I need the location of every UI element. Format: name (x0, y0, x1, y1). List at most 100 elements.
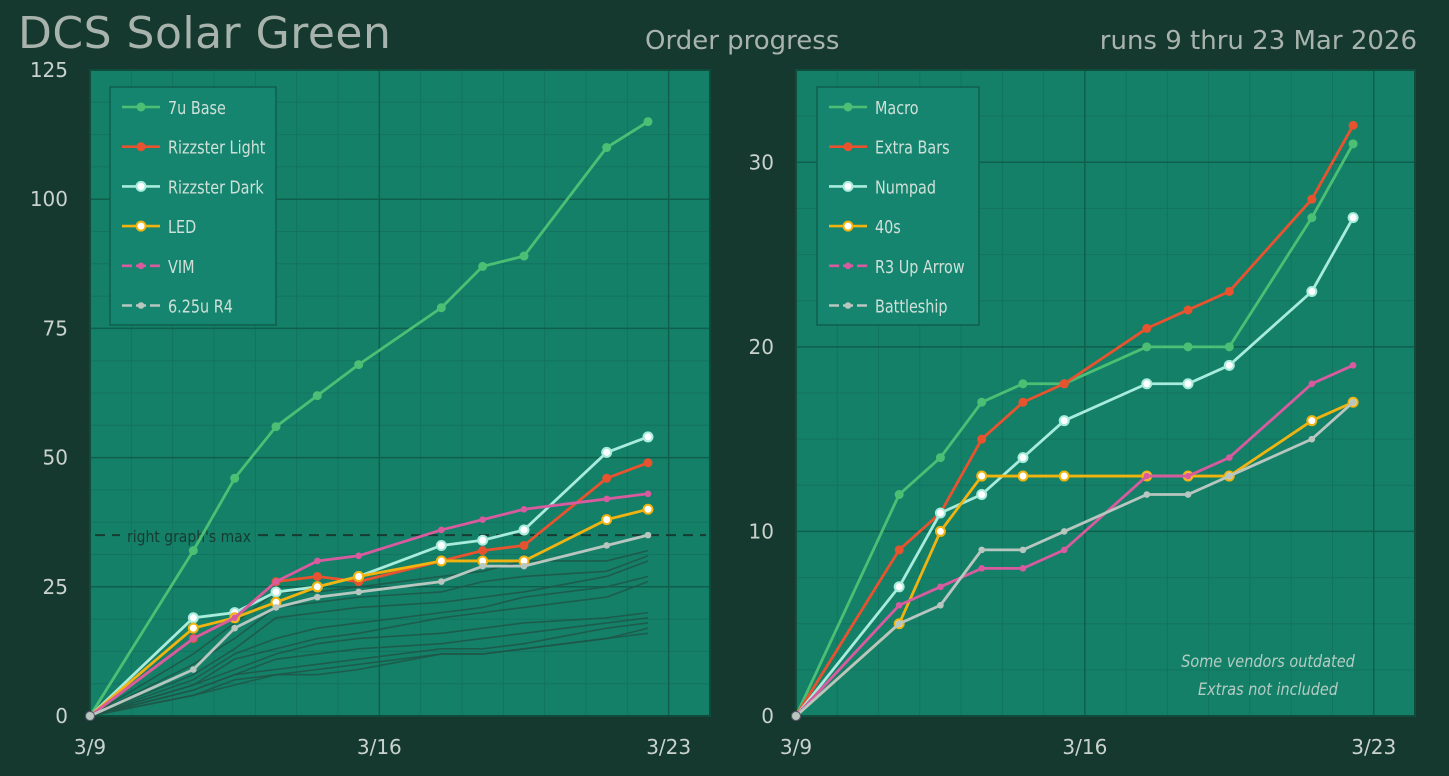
data-point (1182, 378, 1194, 390)
y-tick-label: 125 (30, 58, 68, 82)
data-point (1223, 359, 1235, 371)
data-point (354, 360, 364, 370)
data-point (438, 526, 445, 534)
legend-box (109, 86, 277, 326)
data-point (188, 546, 198, 556)
data-point (642, 431, 654, 443)
legend-label: Macro (875, 97, 919, 118)
data-point (1349, 362, 1357, 369)
data-point (935, 453, 945, 463)
background-series-line (89, 575, 649, 717)
data-point (1060, 546, 1068, 554)
data-point (937, 583, 944, 591)
data-point (312, 571, 322, 581)
data-point (1141, 378, 1153, 390)
legend-marker (843, 102, 853, 112)
page-subtitle: Order progress (645, 26, 840, 56)
data-point (190, 635, 197, 642)
data-point (520, 505, 528, 513)
data-point (603, 495, 610, 503)
data-point (894, 545, 904, 555)
data-point (602, 473, 612, 483)
data-point (438, 578, 445, 585)
legend-label: Extra Bars (875, 137, 950, 158)
data-point (603, 542, 610, 549)
legend-marker (844, 262, 852, 270)
legend-label: Rizzster Dark (168, 177, 264, 198)
data-point (895, 620, 903, 628)
legend-marker (135, 220, 147, 232)
data-point (272, 578, 280, 585)
y-tick-label: 100 (30, 187, 68, 211)
y-tick-label: 10 (749, 519, 774, 543)
legend-label: Rizzster Light (168, 137, 265, 158)
data-point (314, 593, 321, 601)
x-tick-label: 3/23 (646, 735, 691, 759)
y-tick-label: 0 (761, 704, 774, 728)
legend-marker (137, 302, 145, 309)
left-series (85, 117, 654, 721)
x-tick-label: 3/16 (1062, 735, 1107, 759)
data-point (1142, 342, 1152, 352)
data-point (519, 540, 529, 550)
data-point (479, 562, 486, 570)
data-point (1143, 472, 1151, 480)
background-series-line (89, 560, 649, 717)
data-point (1347, 212, 1359, 224)
data-point (1142, 323, 1152, 333)
legend-marker (136, 102, 146, 112)
annotation-text: Some vendors outdated (1181, 651, 1355, 671)
data-point (1349, 398, 1357, 406)
data-point (1184, 472, 1192, 480)
legend-marker (136, 142, 146, 152)
legend-label: 6.25u R4 (168, 296, 233, 317)
data-point (791, 711, 801, 721)
data-point (934, 507, 946, 519)
data-point (1307, 213, 1317, 223)
legend-marker (137, 262, 145, 270)
legend-label: Battleship (875, 296, 948, 317)
data-point (478, 546, 488, 556)
legend-label: LED (168, 217, 196, 238)
data-point (1348, 120, 1358, 130)
data-point (1224, 342, 1234, 352)
left-chart: 0 25 50 75 100 125 3/9 3/16 3/23 right graph's ma… (30, 58, 711, 759)
data-point (1017, 470, 1029, 482)
legend-marker (844, 302, 852, 309)
legend-marker (135, 180, 147, 192)
background-series-line (89, 632, 649, 717)
data-point (1183, 305, 1193, 315)
data-point (355, 552, 362, 560)
data-point (518, 524, 530, 536)
data-point (1059, 379, 1069, 389)
legend-label: 7u Base (168, 97, 226, 118)
y-tick-label: 30 (749, 150, 774, 174)
data-point (478, 261, 488, 271)
data-point (187, 612, 199, 624)
data-point (1017, 452, 1029, 464)
data-point (642, 503, 654, 515)
y-tick-label: 75 (43, 316, 68, 340)
data-point (1308, 435, 1316, 443)
data-point (231, 624, 238, 632)
data-point (937, 601, 944, 609)
data-point (1058, 470, 1070, 482)
data-point (190, 666, 197, 673)
data-point (271, 422, 281, 432)
background-series-line (89, 555, 649, 717)
data-point (895, 601, 903, 609)
data-point (1224, 286, 1234, 296)
data-point (976, 470, 988, 482)
data-point (977, 434, 987, 444)
data-point (1018, 397, 1028, 407)
data-point (1348, 139, 1358, 149)
data-point (893, 581, 905, 593)
data-point (601, 514, 613, 526)
data-point (978, 565, 985, 572)
y-tick-label: 20 (749, 335, 774, 359)
data-point (1018, 379, 1028, 389)
right-legend: Macro Extra Bars Numpad 40s R3 Up Arrow Battl… (816, 86, 980, 326)
data-point (602, 143, 612, 153)
legend-label: VIM (168, 256, 195, 277)
